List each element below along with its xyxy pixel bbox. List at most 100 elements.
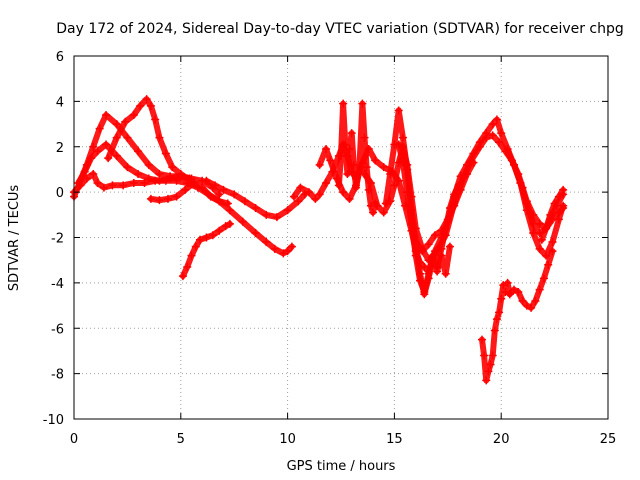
data-point: [240, 197, 249, 206]
data-point: [142, 95, 151, 104]
data-point: [537, 235, 546, 244]
data-point: [112, 120, 121, 129]
data-point: [270, 244, 279, 253]
data-point: [381, 199, 390, 208]
data-point: [163, 194, 172, 203]
data-point: [411, 238, 420, 247]
data-point: [488, 131, 497, 140]
data-point: [437, 244, 446, 253]
data-point: [315, 160, 324, 169]
data-point: [315, 190, 324, 199]
data-point: [136, 101, 145, 110]
data-point: [424, 240, 433, 249]
data-point: [134, 169, 143, 178]
data-point: [121, 117, 130, 126]
data-point: [89, 142, 98, 151]
data-point: [371, 156, 380, 165]
data-point: [542, 251, 551, 260]
data-point: [369, 208, 378, 217]
data-point: [445, 242, 454, 251]
series-arc5: [147, 180, 231, 207]
x-axis-label: GPS time / hours: [287, 459, 396, 474]
data-point: [424, 269, 433, 278]
data-point: [262, 238, 271, 247]
data-point: [366, 201, 375, 210]
series-arc13: [412, 159, 477, 255]
data-point: [119, 181, 128, 190]
data-point: [272, 213, 281, 222]
data-point: [358, 99, 367, 108]
data-point: [475, 142, 484, 151]
y-tick-label: -4: [51, 277, 64, 292]
data-point: [379, 208, 388, 217]
data-point: [290, 192, 299, 201]
series-arc16-markers: [503, 147, 568, 260]
data-point: [146, 101, 155, 110]
data-point: [522, 301, 531, 310]
data-point: [554, 215, 563, 224]
data-point: [112, 133, 121, 142]
series-arc4-markers: [104, 95, 192, 183]
data-point: [347, 129, 356, 138]
data-point: [480, 351, 489, 360]
data-point: [144, 160, 153, 169]
y-tick-label: 0: [56, 186, 64, 201]
data-point: [516, 179, 525, 188]
y-tick-label: -6: [51, 322, 64, 337]
data-point: [326, 156, 335, 165]
data-point: [497, 129, 506, 138]
data-point: [499, 281, 508, 290]
data-point: [482, 376, 491, 385]
data-point: [123, 133, 132, 142]
data-point: [554, 192, 563, 201]
data-point: [362, 163, 371, 172]
data-point: [104, 154, 113, 163]
data-point: [394, 106, 403, 115]
data-point: [497, 294, 506, 303]
data-point: [206, 192, 215, 201]
data-point: [514, 287, 523, 296]
data-point: [518, 297, 527, 306]
data-point: [529, 228, 538, 237]
chart-title: Day 172 of 2024, Sidereal Day-to-day VTE…: [56, 21, 624, 37]
data-point: [155, 196, 164, 205]
data-point: [322, 179, 331, 188]
data-point: [486, 360, 495, 369]
data-point: [371, 199, 380, 208]
data-point: [225, 219, 234, 228]
y-tick-label: -8: [51, 368, 64, 383]
data-point: [559, 201, 568, 210]
data-point: [102, 140, 111, 149]
data-point: [99, 183, 108, 192]
data-point: [345, 194, 354, 203]
data-point: [510, 285, 519, 294]
y-tick-label: -2: [51, 232, 64, 247]
data-point: [349, 160, 358, 169]
data-point: [360, 133, 369, 142]
series-arc15-markers: [505, 247, 557, 312]
data-point: [341, 140, 350, 149]
data-point: [450, 201, 459, 210]
data-point: [225, 206, 234, 215]
data-point: [108, 181, 117, 190]
data-point: [535, 219, 544, 228]
data-point: [430, 231, 439, 240]
data-point: [93, 147, 102, 156]
data-point: [337, 151, 345, 160]
data-point: [456, 185, 465, 194]
data-point: [386, 169, 395, 178]
data-point: [482, 133, 491, 142]
x-tick-label: 5: [177, 432, 185, 447]
data-point: [155, 176, 164, 185]
data-point: [550, 199, 559, 208]
data-point: [535, 285, 544, 294]
data-point: [351, 183, 360, 192]
data-point: [140, 179, 149, 188]
data-point: [407, 219, 416, 228]
series-arc13-markers: [411, 158, 478, 256]
data-point: [334, 181, 343, 190]
data-point: [283, 247, 292, 256]
data-point: [428, 251, 437, 260]
data-point: [345, 145, 354, 154]
